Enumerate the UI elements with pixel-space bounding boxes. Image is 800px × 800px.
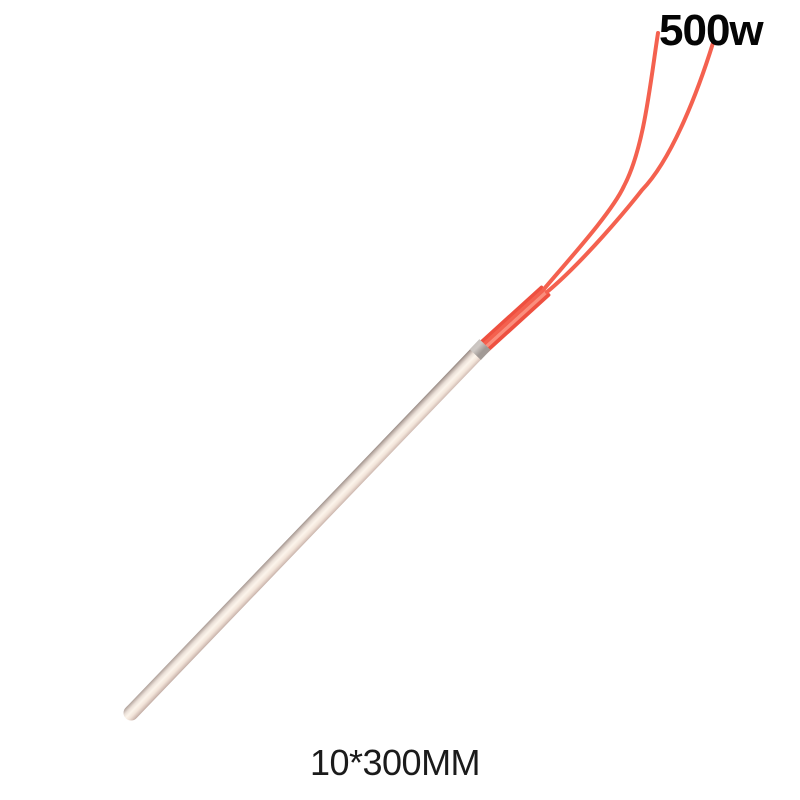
lead-wire-left [542, 31, 660, 291]
wire-bundle-strand [476, 288, 546, 351]
heater-rod-body [123, 346, 484, 721]
size-label: 10*300MM [309, 742, 481, 783]
wattage-label: 500w [659, 6, 764, 55]
wire-bundle-strand [479, 290, 549, 354]
wire-bundle [474, 285, 551, 356]
wire-bundle-strand [481, 293, 551, 356]
heater-rod-end-cap [469, 339, 491, 360]
wire-bundle-strand [474, 285, 544, 349]
lead-wires [542, 31, 715, 294]
lead-wire-right [545, 41, 715, 294]
